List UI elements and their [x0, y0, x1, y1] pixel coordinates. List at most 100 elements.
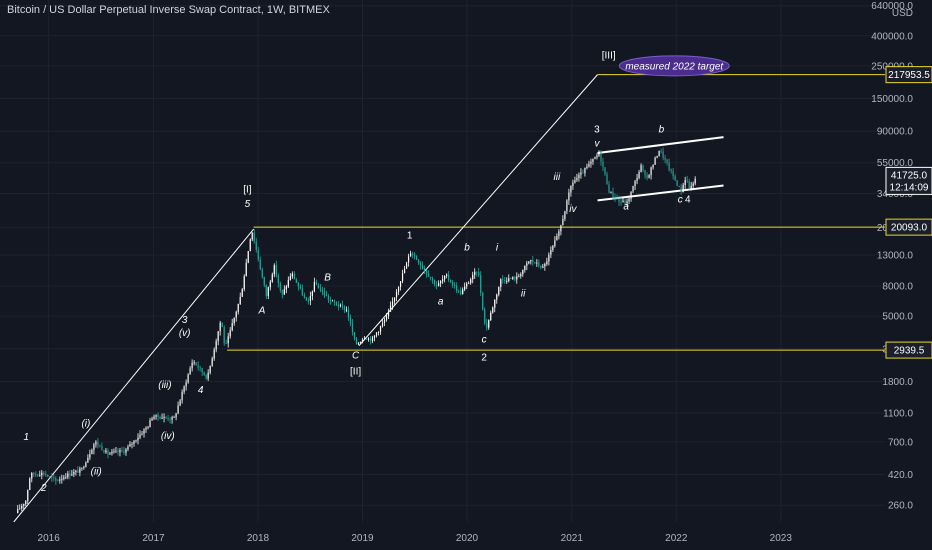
candle-body [203, 372, 205, 375]
candle-body [506, 281, 508, 282]
candle-body [424, 268, 426, 271]
candle-body [39, 475, 41, 477]
candle-body [217, 331, 219, 341]
candle-body [149, 420, 151, 428]
wave-label: (iii) [158, 380, 171, 391]
y-tick-label: 420.0 [888, 470, 913, 481]
candle-body [492, 307, 494, 313]
candle-body [253, 232, 255, 242]
current-price-box [885, 166, 932, 195]
candle-body [81, 467, 83, 469]
candle-body [415, 256, 418, 260]
candle-body [293, 273, 295, 280]
candle-body [87, 457, 89, 463]
candle-body [321, 289, 323, 292]
candle-body [271, 274, 273, 282]
candle-body [225, 343, 227, 345]
candle-body [452, 282, 454, 286]
candle-body [454, 285, 456, 286]
candle-body [115, 450, 117, 452]
level-price-label: 2939.5 [894, 346, 925, 357]
candle-body [183, 386, 185, 392]
x-tick-label: 2018 [247, 533, 270, 544]
candle-body [446, 274, 448, 276]
wave-label: 1 [24, 432, 30, 443]
candle-body [592, 158, 594, 162]
candle-body [494, 299, 496, 308]
candle-body [436, 284, 438, 287]
target-callout-text: measured 2022 target [625, 61, 724, 72]
candle-body [542, 266, 544, 268]
current-price-label: 41725.0 [891, 170, 928, 181]
candle-body [209, 365, 211, 373]
candle-body [690, 185, 692, 189]
wave-label: a [623, 201, 629, 212]
candle-body [159, 417, 161, 419]
candle-body [409, 253, 412, 257]
candle-body [522, 270, 524, 275]
candle-body [235, 311, 237, 318]
wave-label: (i) [81, 419, 90, 430]
wave-label: a [438, 296, 444, 307]
candle-body [540, 265, 542, 268]
candle-body [548, 254, 550, 262]
candle-body [105, 450, 107, 453]
y-tick-label: 260.0 [888, 501, 913, 512]
x-tick-label: 2016 [38, 533, 61, 544]
candle-body [251, 232, 253, 240]
candle-body [289, 276, 291, 281]
candle-body [75, 470, 77, 472]
candle-body [287, 280, 289, 287]
wave-label: (iv) [161, 431, 175, 442]
candle-body [638, 172, 640, 179]
candle-body [263, 277, 265, 286]
candle-body [63, 477, 65, 479]
candle-body [456, 285, 458, 291]
candle-body [345, 309, 348, 311]
wave-label: 4 [685, 195, 691, 206]
candle-body [19, 508, 21, 510]
candle-body [395, 291, 398, 298]
candle-body [606, 174, 608, 185]
candle-body [536, 262, 538, 264]
candle-body [636, 178, 638, 181]
candle-body [297, 282, 299, 287]
trend-line [358, 74, 598, 346]
candle-body [245, 262, 247, 277]
candle-body [47, 475, 49, 477]
candle-body [594, 157, 596, 159]
candle-body [458, 290, 460, 292]
candle-body [488, 320, 490, 328]
candle-body [33, 472, 35, 475]
candle-body [309, 295, 311, 301]
candle-body [598, 152, 600, 156]
candle-body [430, 276, 432, 279]
candle-body [602, 161, 604, 168]
wave-label: iv [569, 204, 577, 215]
candle-body [167, 417, 169, 420]
candle-body [680, 186, 682, 193]
candle-body [67, 473, 69, 478]
candle-body [59, 479, 61, 481]
candle-body [440, 281, 442, 284]
candle-body [650, 167, 652, 176]
wave-label: [II] [350, 367, 361, 378]
candle-body [333, 300, 336, 303]
candle-body [83, 466, 85, 468]
candle-body [295, 279, 297, 283]
candle-body [341, 304, 344, 307]
candle-body [524, 265, 526, 271]
wave-label: c [678, 195, 683, 206]
candle-body [307, 300, 309, 302]
wave-label: (ii) [91, 467, 102, 478]
candle-body [103, 450, 105, 453]
y-tick-label: 700.0 [888, 437, 913, 448]
candle-body [241, 289, 243, 297]
candle-body [49, 476, 51, 478]
candle-body [375, 332, 378, 336]
candle-body [53, 477, 55, 479]
candle-body [450, 279, 452, 283]
wave-label: iii [554, 172, 561, 183]
candle-body [442, 279, 444, 282]
